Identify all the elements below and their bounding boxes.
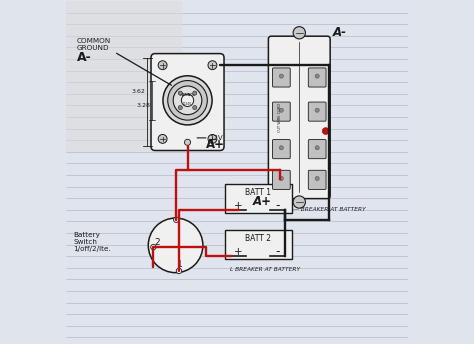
Text: BATT 2: BATT 2	[246, 234, 271, 243]
FancyBboxPatch shape	[308, 68, 326, 87]
Circle shape	[279, 74, 283, 78]
Circle shape	[279, 176, 283, 181]
Text: 12V: 12V	[210, 135, 223, 141]
Circle shape	[182, 94, 194, 107]
Text: -: -	[276, 199, 280, 212]
Circle shape	[315, 108, 319, 112]
Circle shape	[173, 86, 202, 115]
FancyBboxPatch shape	[308, 140, 326, 159]
FancyBboxPatch shape	[268, 36, 330, 198]
Text: — BREAKER AT BATTERY: — BREAKER AT BATTERY	[293, 207, 366, 212]
Circle shape	[279, 108, 283, 112]
FancyBboxPatch shape	[151, 54, 224, 151]
Circle shape	[293, 196, 305, 208]
Bar	[225, 230, 292, 259]
Circle shape	[148, 218, 203, 273]
Circle shape	[315, 74, 319, 78]
Circle shape	[293, 26, 305, 39]
Text: 1: 1	[177, 260, 182, 269]
Text: +: +	[235, 247, 243, 257]
Text: 2: 2	[154, 238, 160, 247]
Text: MARINCO: MARINCO	[180, 93, 195, 97]
Circle shape	[322, 128, 329, 135]
Circle shape	[151, 244, 156, 250]
Circle shape	[193, 106, 197, 110]
Text: 3.62: 3.62	[132, 89, 146, 94]
Circle shape	[315, 176, 319, 181]
Circle shape	[158, 135, 167, 143]
Text: -: -	[276, 245, 280, 258]
Text: COMMON
GROUND: COMMON GROUND	[77, 37, 111, 51]
Text: A+: A+	[206, 138, 225, 151]
FancyBboxPatch shape	[60, 0, 182, 151]
Circle shape	[315, 146, 319, 150]
FancyBboxPatch shape	[308, 102, 326, 121]
Text: A+: A+	[252, 194, 271, 207]
FancyBboxPatch shape	[273, 140, 290, 159]
Circle shape	[163, 76, 212, 125]
Text: +: +	[235, 201, 243, 211]
Text: 3.28: 3.28	[137, 103, 151, 108]
Circle shape	[176, 268, 182, 274]
Circle shape	[158, 61, 167, 69]
Circle shape	[178, 91, 182, 95]
Text: A-: A-	[333, 26, 346, 39]
FancyBboxPatch shape	[273, 68, 290, 87]
FancyBboxPatch shape	[273, 102, 290, 121]
Circle shape	[178, 106, 182, 110]
Text: D-24V: D-24V	[183, 102, 192, 106]
Circle shape	[168, 80, 207, 120]
Circle shape	[279, 146, 283, 150]
Text: A-: A-	[77, 51, 91, 64]
Circle shape	[193, 91, 197, 95]
FancyBboxPatch shape	[308, 170, 326, 190]
Circle shape	[208, 61, 217, 69]
Circle shape	[208, 135, 217, 143]
Bar	[225, 184, 292, 213]
Text: BATT 1: BATT 1	[246, 187, 271, 196]
Circle shape	[173, 217, 179, 223]
Text: CUT WIRE CORD: CUT WIRE CORD	[278, 103, 282, 132]
Circle shape	[184, 139, 191, 146]
Text: L BREAKER AT BATTERY: L BREAKER AT BATTERY	[230, 267, 301, 272]
Text: Battery
Switch
1/off/2/lte.: Battery Switch 1/off/2/lte.	[73, 232, 111, 252]
FancyBboxPatch shape	[273, 170, 290, 190]
